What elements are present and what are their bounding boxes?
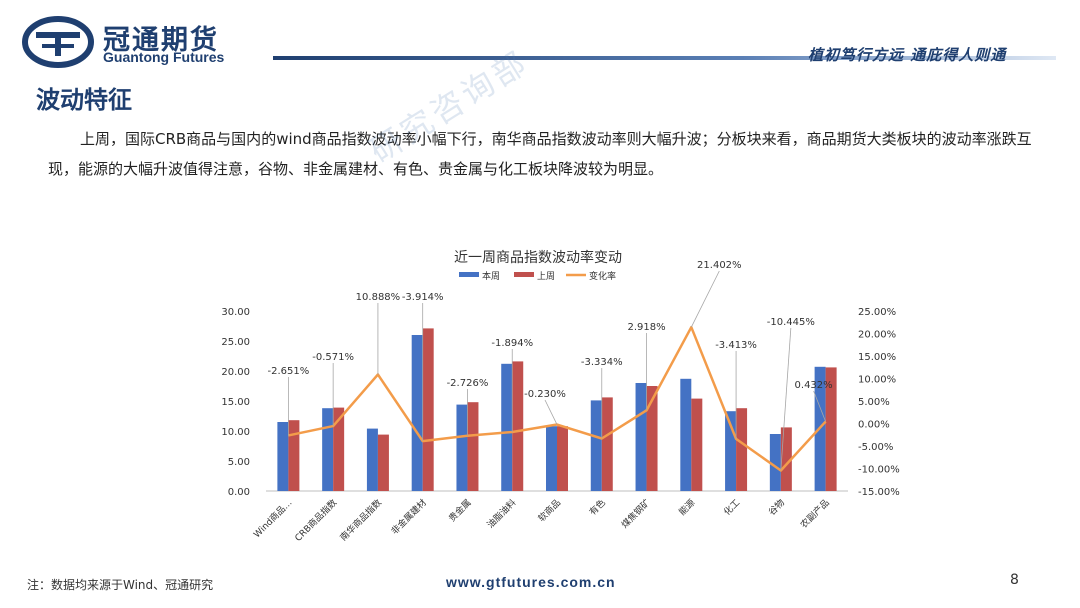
- right-axis: -15.00% -10.00% -5.00% 0.00% 5.00% 10.00% 15.0…: [858, 307, 900, 498]
- data-label: 0.432%: [795, 380, 833, 391]
- data-labels-group: -2.651%-0.571% 10.888% -3.914% -2.726% -1.89…: [268, 260, 833, 471]
- header-divider: [273, 56, 1056, 60]
- data-label-leader: [544, 399, 558, 425]
- slogan: 植初笃行方远 通庇得人则通: [808, 46, 1007, 64]
- brand-name-cn: 冠通期货: [103, 25, 219, 56]
- bar-this-week: [725, 411, 737, 491]
- right-axis-tick: 20.00%: [858, 330, 896, 341]
- legend-swatch: [459, 272, 479, 277]
- legend-label: 上周: [537, 271, 555, 282]
- bar-this-week: [411, 335, 423, 491]
- bar-this-week: [501, 363, 513, 491]
- right-axis-tick: 5.00%: [858, 397, 890, 408]
- bar-this-week: [635, 383, 647, 491]
- footer-url[interactable]: www.gtfutures.com.cn: [446, 574, 616, 590]
- bar-last-week: [825, 367, 837, 491]
- footer-note: 注：数据均来源于Wind、冠通研究: [27, 578, 214, 592]
- data-label-leader: [813, 390, 826, 422]
- category-label: CRB商品指数: [292, 497, 339, 544]
- category-label: 软商品: [536, 497, 564, 525]
- category-label: 贵金属: [446, 497, 474, 525]
- category-labels-group: Wind商品… CRB商品指数 南华商品指数 非金属建材 贵金属 油脂油料 软商品 有色 煤焦钢…: [251, 497, 832, 544]
- bar-this-week: [680, 378, 692, 491]
- right-axis-tick: 15.00%: [858, 352, 896, 363]
- data-label: -3.914%: [402, 292, 444, 303]
- bar-last-week: [377, 434, 389, 491]
- data-label: 2.918%: [627, 322, 665, 333]
- left-axis-tick: 10.00: [221, 427, 250, 438]
- left-axis-tick: 5.00: [228, 457, 250, 468]
- bar-last-week: [557, 426, 568, 491]
- data-label: -10.445%: [767, 317, 815, 328]
- bar-this-week: [590, 400, 602, 491]
- bar-last-week: [467, 402, 479, 491]
- category-label: 化工: [721, 497, 742, 518]
- legend-swatch: [514, 272, 534, 277]
- bar-this-week: [769, 434, 781, 491]
- left-axis-tick: 15.00: [221, 397, 250, 408]
- right-axis-tick: -10.00%: [858, 465, 900, 476]
- data-label: -0.571%: [312, 352, 354, 363]
- data-label-leader: [690, 270, 720, 328]
- bar-this-week: [546, 426, 557, 491]
- bar-last-week: [646, 386, 658, 491]
- bar-last-week: [333, 407, 345, 491]
- bar-last-week: [780, 427, 792, 491]
- data-label: -2.726%: [447, 378, 489, 389]
- right-axis-tick: 10.00%: [858, 375, 896, 386]
- bar-last-week: [288, 420, 300, 491]
- data-label: 10.888%: [356, 292, 401, 303]
- bars-group: [266, 328, 848, 492]
- brand-name-en: Guantong Futures: [103, 49, 225, 65]
- category-label: 农副产品: [798, 497, 832, 531]
- bar-this-week: [366, 428, 378, 491]
- left-axis: 0.00 5.00 10.00 15.00 20.00 25.00 30.00: [221, 307, 250, 498]
- left-axis-tick: 20.00: [221, 367, 250, 378]
- legend-label: 变化率: [589, 270, 616, 282]
- category-label: 有色: [587, 497, 608, 518]
- category-label: 油脂油料: [484, 497, 518, 531]
- right-axis-tick: 25.00%: [858, 307, 896, 318]
- guantong-logo: [22, 16, 94, 68]
- data-label: -2.651%: [268, 366, 310, 377]
- bar-this-week: [322, 408, 334, 491]
- category-label: 煤焦钢矿: [619, 497, 653, 531]
- right-axis-tick: -15.00%: [858, 487, 900, 498]
- category-label: Wind商品…: [251, 497, 295, 541]
- right-axis-tick: 0.00%: [858, 420, 890, 431]
- category-label: 能源: [676, 497, 697, 518]
- left-axis-tick: 30.00: [221, 307, 250, 318]
- bar-this-week: [277, 422, 289, 491]
- summary-paragraph: 上周，国际CRB商品与国内的wind商品指数波动率小幅下行，南华商品指数波动率则…: [48, 130, 1032, 178]
- data-label: -3.334%: [581, 357, 623, 368]
- data-label: -1.894%: [491, 338, 533, 349]
- right-axis-tick: -5.00%: [858, 442, 893, 453]
- chart-legend: 本周 上周 变化率: [459, 270, 616, 282]
- section-title: 波动特征: [36, 86, 132, 114]
- category-label: 南华商品指数: [337, 497, 384, 544]
- data-label: -0.230%: [524, 389, 566, 400]
- category-label: 谷物: [766, 497, 787, 518]
- legend-label: 本周: [482, 270, 500, 282]
- left-axis-tick: 0.00: [228, 487, 250, 498]
- bar-last-week: [691, 398, 703, 491]
- bar-last-week: [736, 408, 748, 491]
- left-axis-tick: 25.00: [221, 337, 250, 348]
- bar-last-week: [422, 328, 434, 491]
- category-label: 非金属建材: [388, 497, 428, 537]
- page-number: 8: [1010, 572, 1019, 588]
- chart-title: 近一周商品指数波动率变动: [454, 249, 622, 266]
- bar-this-week: [456, 404, 468, 491]
- data-label: -3.413%: [715, 340, 757, 351]
- bar-last-week: [512, 361, 524, 491]
- data-label-leader: [780, 327, 792, 471]
- bar-last-week: [601, 397, 613, 491]
- data-label: 21.402%: [697, 260, 742, 271]
